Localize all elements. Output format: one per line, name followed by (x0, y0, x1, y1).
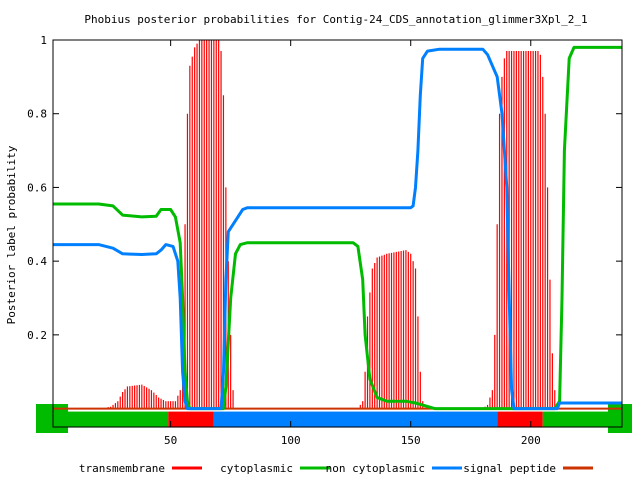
topology-segment-2 (213, 411, 498, 428)
y-tick-label: 0.8 (27, 108, 47, 121)
series-line-non-cytoplasmic (53, 47, 622, 411)
y-axis: 0.2 0.4 0.6 0.8 1 (27, 34, 622, 342)
y-tick-label: 0.6 (27, 181, 47, 194)
topology-segment-0 (53, 411, 169, 428)
chart-title: Phobius posterior probabilities for Cont… (84, 13, 587, 26)
plot-frame (52, 39, 623, 428)
y-tick-label: 0.2 (27, 329, 47, 342)
legend-label: cytoplasmic (220, 462, 293, 475)
y-axis-label: Posterior label probability (5, 145, 18, 324)
x-tick-label: 150 (401, 434, 421, 447)
x-tick-label: 200 (521, 434, 541, 447)
topology-segment-4 (542, 411, 622, 428)
topology-segment-1 (168, 411, 214, 428)
x-tick-label: 50 (164, 434, 177, 447)
transmembrane-impulses (107, 40, 556, 409)
probability-lines (53, 45, 622, 411)
y-tick-label: 0.4 (27, 255, 47, 268)
legend-label: transmembrane (79, 462, 165, 475)
legend-label: signal peptide (463, 462, 556, 475)
legend-label: non cytoplasmic (326, 462, 425, 475)
y-tick-label: 1 (40, 34, 47, 47)
series-line-cytoplasmic (53, 45, 622, 411)
x-tick-label: 100 (281, 434, 301, 447)
x-axis: 50 100 150 200 (164, 40, 541, 447)
topology-segment-3 (497, 411, 543, 428)
legend: transmembrane cytoplasmic non cytoplasmic s… (79, 462, 593, 475)
